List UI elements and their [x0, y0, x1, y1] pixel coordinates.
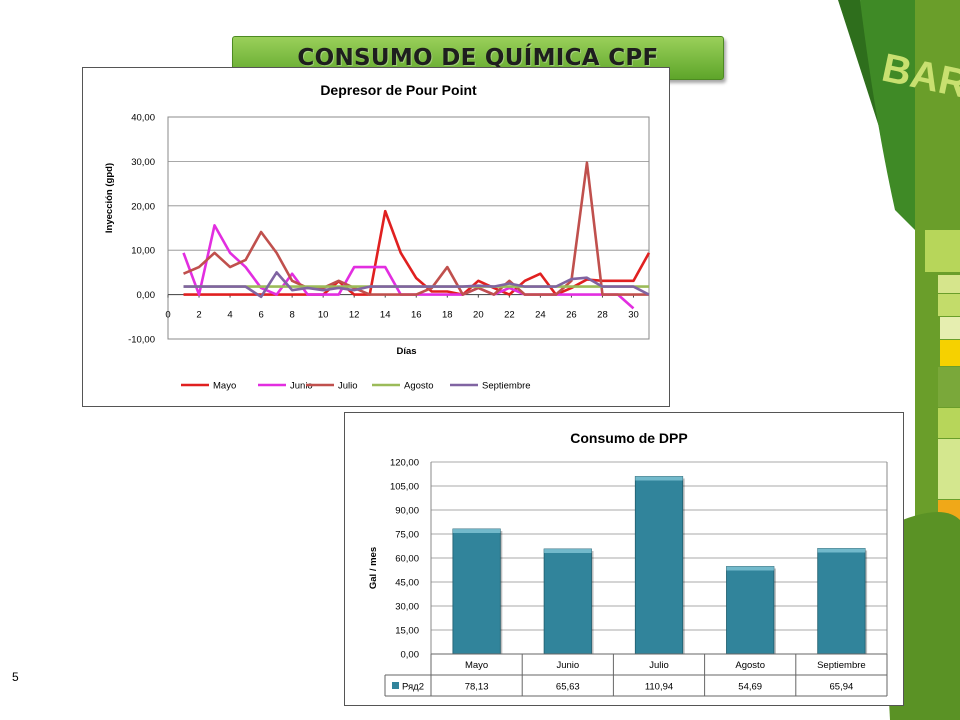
bar-highlight [635, 476, 683, 481]
y-tick-label: 0,00 [401, 650, 420, 661]
line-chart-svg: Depresor de Pour Point40,0030,0020,0010,… [104, 82, 651, 392]
category-label: Junio [556, 660, 579, 671]
x-tick-label: 6 [258, 310, 263, 321]
brand-logo-graphic: BARLIN [838, 0, 960, 720]
bar-mayo [452, 528, 501, 655]
x-tick-label: 24 [535, 310, 546, 321]
legend-label: Septiembre [482, 381, 531, 392]
y-tick-label: -10,00 [128, 335, 155, 346]
y-tick-label: 30,00 [395, 602, 419, 613]
legend-item-septiembre: Septiembre [450, 381, 531, 392]
legend-swatch [392, 682, 399, 689]
category-label: Julio [649, 660, 669, 671]
x-tick-label: 20 [473, 310, 484, 321]
category-label: Agosto [735, 660, 765, 671]
y-tick-label: 105,00 [390, 482, 419, 493]
legend-label: Mayo [213, 381, 236, 392]
bar-highlight [544, 548, 592, 553]
x-tick-label: 14 [380, 310, 391, 321]
series-line-julio [183, 161, 649, 296]
y-tick-label: 60,00 [395, 554, 419, 565]
y-tick-label: 15,00 [395, 626, 419, 637]
page-number: 5 [12, 670, 19, 684]
x-tick-label: 10 [318, 310, 329, 321]
bar-chart-svg: Consumo de DPP 120,00 105,00 90,00 75,00 60,0… [368, 430, 888, 697]
chart-title: Depresor de Pour Point [320, 82, 477, 98]
legend-item-julio: Julio [306, 381, 358, 392]
bar-highlight [817, 548, 866, 553]
bar-chart-consumo: Consumo de DPP 120,00 105,00 90,00 75,00 60,0… [344, 412, 904, 706]
bar-julio [634, 476, 684, 655]
bar-septiembre [817, 548, 866, 655]
x-tick-label: 22 [504, 310, 515, 321]
chart-title: Consumo de DPP [570, 430, 687, 446]
y-tick-label: 120,00 [390, 458, 419, 469]
series-line-septiembre [183, 271, 650, 299]
y-tick-label: 75,00 [395, 530, 419, 541]
y-tick-label: 40,00 [131, 113, 155, 124]
y-tick-label: 20,00 [131, 201, 155, 212]
y-axis-label: Inyección (gpd) [104, 163, 115, 233]
bar-highlight [726, 566, 774, 571]
legend-item-junio: Junio [258, 381, 313, 392]
x-tick-label: 28 [597, 310, 608, 321]
y-tick-label: 10,00 [131, 246, 155, 257]
x-axis-label: Días [396, 346, 416, 357]
data-label: 54,69 [738, 682, 762, 693]
legend-item-mayo: Mayo [181, 381, 236, 392]
line-chart-depresor: Depresor de Pour Point 40,00 30,00 20,00 10,… [82, 67, 670, 407]
x-tick-label: 26 [566, 310, 577, 321]
plot-area [167, 116, 650, 340]
x-tick-label: 16 [411, 310, 422, 321]
slide-title: CONSUMO DE QUÍMICA CPF [297, 45, 659, 71]
data-label: 65,63 [556, 682, 580, 693]
x-tick-label: 12 [349, 310, 360, 321]
x-tick-label: 4 [227, 310, 232, 321]
legend-label: Agosto [404, 381, 434, 392]
x-tick-label: 18 [442, 310, 453, 321]
series-name-label: Ряд2 [402, 682, 424, 693]
y-tick-label: 45,00 [395, 578, 419, 589]
x-tick-label: 2 [196, 310, 201, 321]
legend-label: Julio [338, 381, 358, 392]
legend-item-agosto: Agosto [372, 381, 434, 392]
x-tick-label: 30 [628, 310, 639, 321]
bar-highlight [452, 528, 501, 533]
y-axis-label: Gal / mes [368, 547, 379, 589]
bar-junio [543, 548, 592, 655]
bar-agosto [726, 566, 775, 655]
data-label: 110,94 [645, 682, 673, 693]
y-tick-label: 30,00 [131, 157, 155, 168]
data-label: 65,94 [830, 682, 854, 693]
x-tick-label: 8 [289, 310, 294, 321]
y-tick-label: 90,00 [395, 506, 419, 517]
x-tick-label: 0 [165, 310, 170, 321]
y-tick-label: 0,00 [137, 290, 156, 301]
legend-label: Junio [290, 381, 313, 392]
category-label: Mayo [465, 660, 488, 671]
category-label: Septiembre [817, 660, 866, 671]
data-label: 78,13 [465, 682, 489, 693]
